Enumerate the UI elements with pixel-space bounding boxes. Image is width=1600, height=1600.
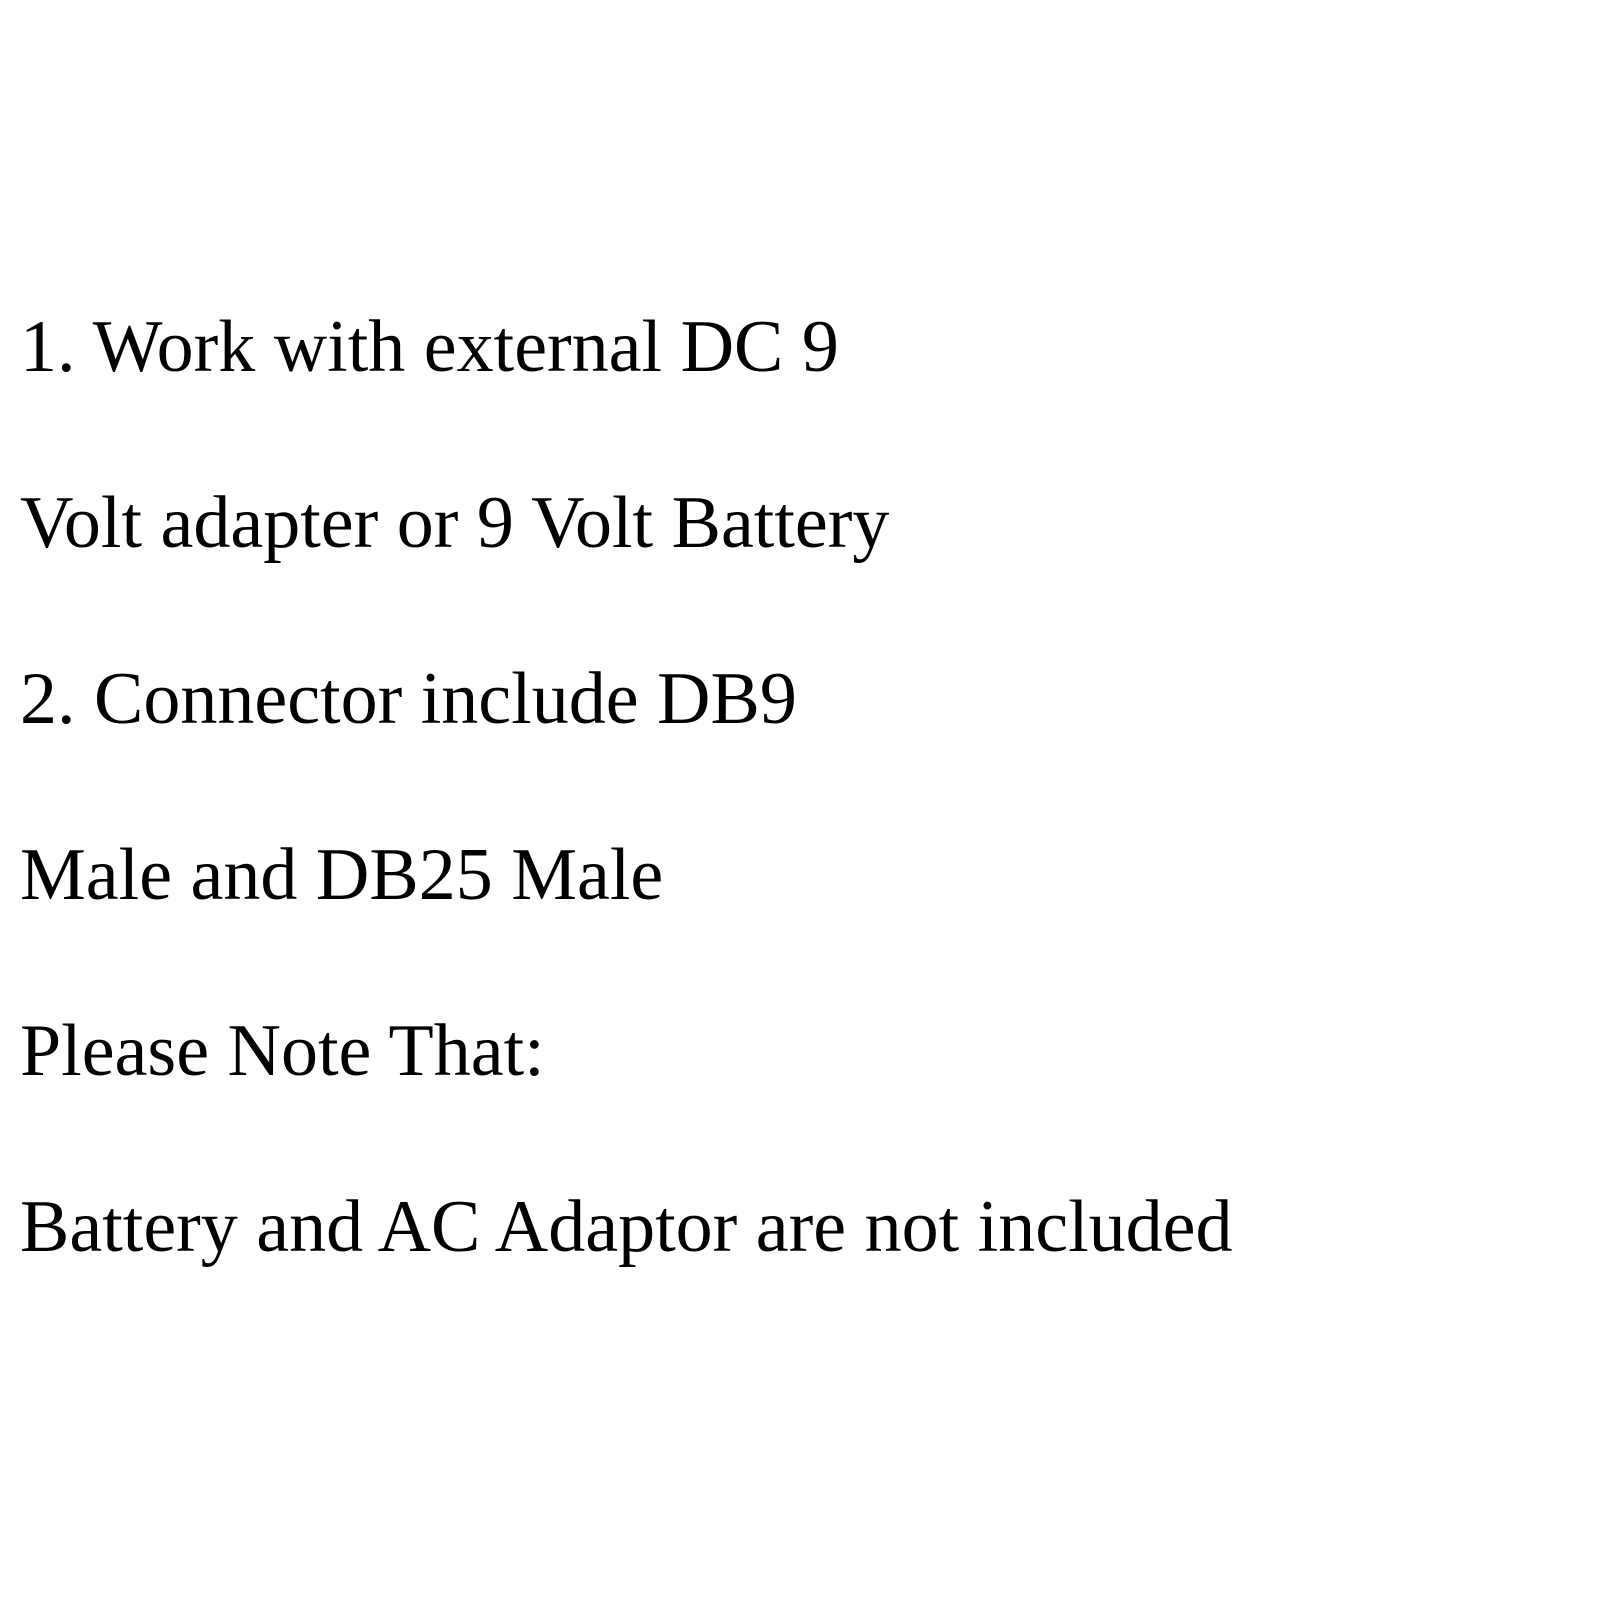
spec-line-1: 1. Work with external DC 9	[20, 310, 1600, 384]
note-heading: Please Note That:	[20, 1014, 1600, 1088]
note-content: Battery and AC Adaptor are not included	[20, 1190, 1600, 1264]
spec-line-3: 2. Connector include DB9	[20, 662, 1600, 736]
spec-line-4: Male and DB25 Male	[20, 838, 1600, 912]
spec-line-2: Volt adapter or 9 Volt Battery	[20, 486, 1600, 560]
